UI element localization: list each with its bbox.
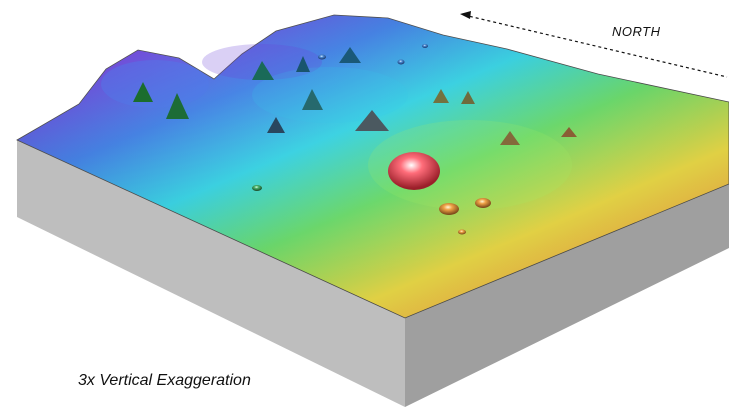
peak-5 <box>339 47 361 63</box>
peak-9 <box>433 89 449 103</box>
block-left-side <box>17 140 405 407</box>
terrain-shading <box>17 15 729 318</box>
knoll-2 <box>318 54 326 60</box>
north-basin <box>101 60 209 108</box>
knoll-1 <box>252 185 262 191</box>
peak-6 <box>302 89 323 110</box>
knoll-3 <box>397 59 405 65</box>
peak-3 <box>252 61 274 80</box>
north-label: NORTH <box>612 24 661 39</box>
north-arrow-head <box>460 11 471 19</box>
peak-11 <box>500 131 520 145</box>
peak-1 <box>133 82 153 102</box>
vertical-exaggeration-caption: 3x Vertical Exaggeration <box>78 372 251 389</box>
peak-8 <box>355 110 389 131</box>
knoll-5 <box>458 229 466 235</box>
central-plain <box>252 67 408 123</box>
peak-2 <box>166 93 189 119</box>
knoll-4 <box>422 44 428 48</box>
peak-7 <box>267 117 285 133</box>
peak-10 <box>461 91 475 104</box>
peak-13 <box>439 203 459 215</box>
peak-14 <box>475 198 491 208</box>
peak-4 <box>296 56 310 72</box>
volcanic-dome <box>388 152 440 190</box>
peak-12 <box>561 127 577 137</box>
block-front-side <box>405 184 729 407</box>
